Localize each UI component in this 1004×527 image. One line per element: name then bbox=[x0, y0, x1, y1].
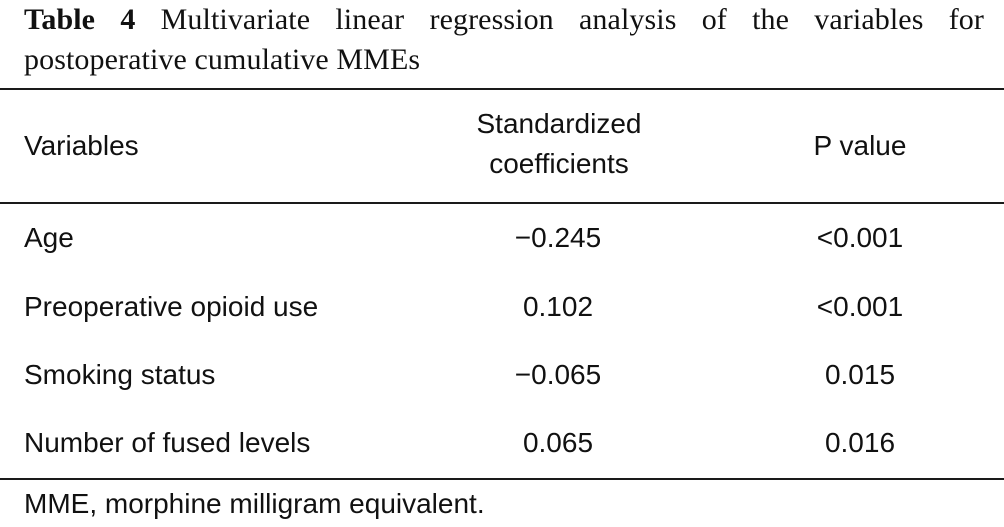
table-bottom-rule bbox=[0, 478, 1004, 480]
row-variable: Age bbox=[24, 222, 74, 253]
row-p-value: <0.001 bbox=[816, 222, 904, 253]
table-footnote: MME, morphine milligram equivalent. bbox=[24, 488, 485, 519]
row-variable: Smoking status bbox=[24, 359, 216, 390]
table-label: Table 4 bbox=[24, 3, 136, 36]
table-caption-text: Multivariate linear regression analysis … bbox=[24, 3, 984, 76]
row-variable: Number of fused levels bbox=[24, 427, 311, 458]
row-p-value: <0.001 bbox=[816, 291, 904, 322]
row-coefficient: 0.065 bbox=[522, 427, 594, 458]
header-coef-line1: Standardized bbox=[476, 108, 642, 139]
table-top-rule bbox=[0, 88, 1004, 90]
row-coefficient: −0.245 bbox=[514, 222, 602, 253]
header-p-value: P value bbox=[813, 130, 907, 161]
row-p-value: 0.016 bbox=[824, 427, 896, 458]
table-header-rule bbox=[0, 202, 1004, 204]
row-variable: Preoperative opioid use bbox=[24, 291, 319, 322]
table-caption: Table 4 Multivariate linear regression a… bbox=[24, 0, 984, 80]
header-standardized-coefficients: Standardized coefficients bbox=[430, 104, 688, 184]
row-coefficient: 0.102 bbox=[522, 291, 594, 322]
row-p-value: 0.015 bbox=[824, 359, 896, 390]
row-coefficient: −0.065 bbox=[514, 359, 602, 390]
header-variables: Variables bbox=[24, 130, 139, 161]
header-coef-line2: coefficients bbox=[489, 148, 629, 179]
